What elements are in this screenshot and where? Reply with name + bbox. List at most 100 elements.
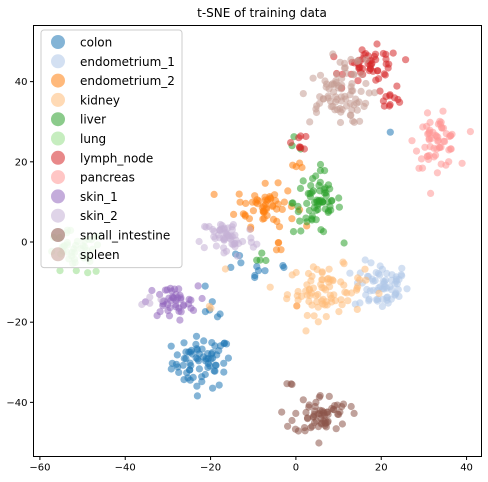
point-small_intestine (325, 392, 333, 400)
point-kidney (314, 318, 322, 326)
point-endometrium_2 (277, 246, 285, 254)
point-spleen (362, 79, 370, 88)
point-colon (189, 373, 197, 381)
point-endometrium_2 (296, 159, 304, 167)
point-liver (296, 217, 304, 225)
point-colon (208, 349, 216, 357)
point-pancreas (424, 152, 432, 160)
point-endometrium_2 (210, 190, 218, 198)
point-spleen (354, 57, 362, 65)
point-endometrium_2 (280, 198, 288, 206)
point-lymph_node (297, 132, 305, 140)
point-spleen (327, 103, 335, 111)
point-skin_1 (172, 290, 180, 299)
point-colon (192, 354, 200, 362)
point-endometrium_1 (363, 285, 371, 294)
y-tick-label: 20 (15, 157, 28, 168)
point-endometrium_1 (375, 284, 383, 292)
point-lymph_node (287, 139, 295, 147)
point-lung (72, 267, 80, 275)
point-endometrium_2 (253, 196, 261, 204)
x-tick-label: 20 (375, 463, 388, 474)
point-colon (173, 351, 181, 359)
point-spleen (342, 95, 350, 103)
point-spleen (299, 90, 307, 98)
point-colon (167, 342, 175, 350)
point-pancreas (425, 134, 433, 142)
point-endometrium_2 (235, 190, 243, 198)
point-liver (303, 199, 311, 207)
point-spleen (362, 56, 370, 64)
point-kidney (314, 290, 322, 299)
point-kidney (221, 265, 229, 273)
point-colon (167, 365, 175, 373)
legend-label-lymph_node: lymph_node (80, 151, 153, 165)
point-skin_1 (175, 285, 183, 293)
point-small_intestine (332, 425, 340, 433)
point-lymph_node (376, 87, 384, 95)
point-kidney (340, 260, 348, 268)
point-colon (215, 381, 223, 389)
x-axis-ticks: −60 −40 −20 0 20 40 (29, 456, 473, 474)
point-endometrium_1 (388, 271, 396, 279)
chart-title: t-SNE of training data (197, 6, 327, 20)
point-spleen (347, 55, 355, 64)
point-colon (201, 370, 209, 379)
point-kidney (362, 276, 370, 284)
point-spleen (333, 106, 342, 114)
point-pancreas (458, 159, 466, 167)
point-kidney (305, 297, 313, 306)
point-endometrium_2 (236, 198, 244, 206)
point-lung (56, 267, 64, 275)
point-liver (315, 181, 323, 189)
point-small_intestine (283, 380, 291, 388)
legend-marker-liver (51, 112, 65, 127)
point-skin_2 (200, 244, 208, 252)
point-liver (294, 202, 302, 210)
point-small_intestine (284, 422, 292, 430)
point-colon (220, 339, 229, 347)
point-small_intestine (301, 427, 309, 435)
x-tick-label: −40 (115, 463, 136, 474)
legend-label-colon: colon (80, 36, 112, 50)
legend-marker-endometrium_2 (51, 73, 65, 88)
point-liver (288, 199, 296, 207)
legend-marker-pancreas (51, 170, 65, 185)
point-kidney (309, 263, 317, 271)
point-liver (302, 214, 310, 222)
point-spleen (329, 50, 337, 58)
point-pancreas (441, 138, 449, 146)
point-colon (213, 313, 222, 321)
point-endometrium_1 (378, 302, 386, 310)
point-colon (251, 273, 259, 282)
point-liver (312, 206, 320, 214)
point-pancreas (408, 137, 416, 145)
point-endometrium_1 (365, 297, 373, 305)
point-liver (319, 228, 328, 236)
point-colon (201, 282, 209, 290)
point-lymph_node (393, 82, 401, 90)
point-skin_1 (187, 296, 195, 304)
point-spleen (371, 89, 379, 97)
point-colon (195, 365, 203, 373)
scatter-points (48, 40, 474, 447)
point-liver (299, 177, 307, 185)
point-liver (335, 194, 343, 202)
point-lymph_node (296, 143, 304, 151)
point-spleen (348, 80, 356, 88)
point-kidney (306, 291, 314, 300)
point-liver (316, 187, 324, 195)
point-colon (186, 348, 195, 356)
point-lymph_node (394, 95, 402, 104)
point-pancreas (423, 109, 432, 117)
y-tick-label: −40 (6, 398, 27, 409)
point-kidney (326, 283, 334, 291)
point-endometrium_1 (356, 299, 364, 307)
y-axis-ticks: −40 −20 0 20 40 (6, 77, 34, 409)
point-spleen (336, 58, 344, 66)
point-liver (312, 216, 320, 224)
point-skin_1 (163, 286, 171, 294)
point-endometrium_2 (284, 187, 292, 195)
